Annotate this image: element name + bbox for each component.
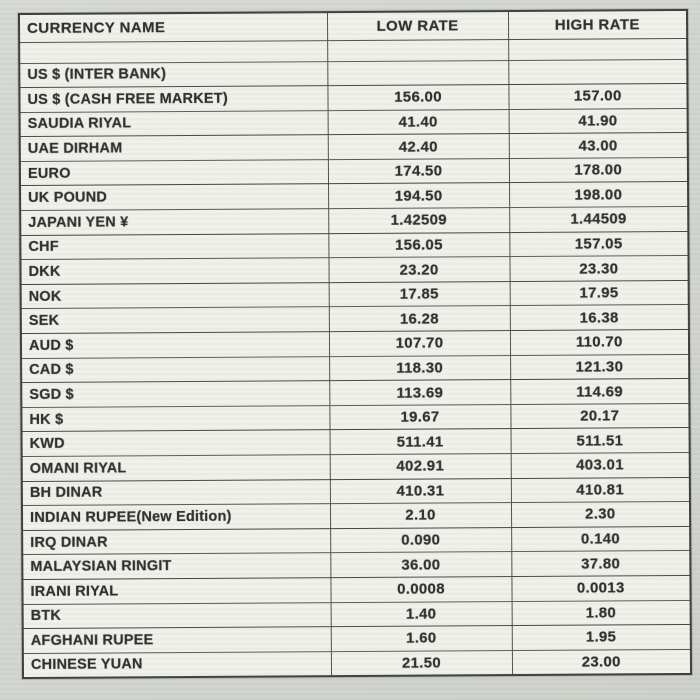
currency-name-cell: BH DINAR	[21, 479, 330, 506]
high-rate-cell: 1.44509	[509, 206, 689, 233]
low-rate-cell: 107.70	[328, 330, 511, 357]
high-rate-cell: 511.51	[510, 427, 690, 454]
low-rate-cell	[327, 39, 509, 62]
low-rate-cell: 21.50	[330, 650, 513, 676]
low-rate-cell: 410.31	[329, 478, 511, 504]
low-rate-cell: 42.40	[327, 133, 509, 160]
currency-name-cell: KWD	[21, 430, 330, 457]
high-rate-cell: 1.80	[511, 600, 691, 626]
currency-name-cell: AUD $	[20, 331, 330, 359]
low-rate-cell: 0.090	[330, 527, 512, 554]
currency-name-cell: CHF	[20, 233, 329, 260]
currency-rate-table: CURRENCY NAME LOW RATE HIGH RATE US $ (I…	[17, 8, 693, 679]
currency-name-cell: BTK	[22, 602, 331, 629]
currency-name-cell: IRANI RIYAL	[22, 577, 331, 605]
column-header-low-rate: LOW RATE	[326, 11, 509, 41]
currency-name-cell: SGD $	[21, 380, 330, 408]
high-rate-cell: 16.38	[509, 304, 689, 331]
high-rate-cell: 121.30	[510, 354, 690, 380]
low-rate-cell: 194.50	[328, 183, 510, 209]
low-rate-cell: 1.60	[330, 625, 512, 652]
currency-name-cell: US $ (INTER BANK)	[19, 61, 328, 88]
low-rate-cell: 23.20	[328, 256, 510, 283]
low-rate-cell: 113.69	[329, 379, 511, 406]
table-row: CHINESE YUAN 21.50 23.00	[22, 649, 692, 678]
high-rate-cell: 0.0013	[511, 575, 691, 602]
low-rate-cell: 0.0008	[330, 576, 512, 603]
high-rate-cell: 110.70	[509, 329, 690, 356]
high-rate-cell: 157.00	[508, 83, 688, 110]
low-rate-cell: 174.50	[327, 158, 510, 185]
currency-name-cell: DKK	[20, 257, 329, 285]
currency-name-cell: CAD $	[21, 356, 330, 383]
low-rate-cell: 2.10	[329, 502, 512, 529]
low-rate-cell: 156.00	[327, 84, 509, 111]
high-rate-cell: 23.00	[511, 649, 692, 675]
currency-name-cell: SAUDIA RIYAL	[19, 110, 328, 137]
currency-name-cell: JAPANI YEN ¥	[20, 208, 329, 236]
header-row: CURRENCY NAME LOW RATE HIGH RATE	[18, 9, 688, 43]
high-rate-cell: 2.30	[510, 501, 691, 528]
low-rate-cell: 118.30	[329, 355, 511, 381]
low-rate-cell: 1.42509	[328, 207, 510, 234]
high-rate-cell: 41.90	[508, 108, 688, 134]
high-rate-cell: 17.95	[509, 280, 689, 306]
column-header-currency-name: CURRENCY NAME	[18, 12, 328, 43]
high-rate-cell: 1.95	[511, 624, 691, 651]
high-rate-cell	[508, 58, 688, 85]
currency-name-cell: HK $	[21, 405, 330, 432]
high-rate-cell: 178.00	[508, 157, 689, 184]
low-rate-cell	[327, 60, 509, 86]
high-rate-cell: 403.01	[510, 452, 690, 479]
currency-name-cell: MALAYSIAN RINGIT	[22, 553, 331, 580]
currency-name-cell: AFGHANI RUPEE	[22, 626, 331, 654]
high-rate-cell: 43.00	[508, 132, 688, 159]
low-rate-cell: 402.91	[329, 453, 511, 480]
high-rate-cell: 157.05	[509, 231, 689, 257]
low-rate-cell: 511.41	[329, 428, 511, 455]
currency-name-cell: INDIAN RUPEE(New Edition)	[21, 503, 331, 531]
currency-name-cell: UAE DIRHAM	[19, 134, 328, 162]
currency-name-cell: UK POUND	[20, 184, 329, 211]
high-rate-cell: 114.69	[510, 378, 690, 405]
currency-name-cell: US $ (CASH FREE MARKET)	[19, 85, 328, 113]
low-rate-cell: 19.67	[329, 404, 511, 431]
high-rate-cell: 20.17	[510, 403, 690, 429]
high-rate-cell: 37.80	[511, 550, 691, 577]
currency-name-cell: IRQ DINAR	[22, 528, 331, 555]
rate-table-body: US $ (INTER BANK) US $ (CASH FREE MARKET)…	[19, 37, 692, 678]
currency-name-cell	[19, 40, 328, 64]
low-rate-cell: 36.00	[330, 551, 512, 578]
high-rate-cell: 198.00	[509, 181, 689, 208]
currency-name-cell: SEK	[20, 307, 329, 334]
low-rate-cell: 156.05	[328, 232, 510, 258]
currency-name-cell: EURO	[19, 159, 329, 187]
column-header-high-rate: HIGH RATE	[507, 9, 688, 40]
low-rate-cell: 41.40	[327, 109, 509, 135]
scanned-rate-sheet: CURRENCY NAME LOW RATE HIGH RATE US $ (I…	[17, 8, 693, 679]
currency-name-cell: NOK	[20, 282, 329, 309]
currency-name-cell: CHINESE YUAN	[22, 651, 332, 678]
high-rate-cell: 0.140	[511, 526, 691, 552]
low-rate-cell: 16.28	[328, 305, 510, 332]
high-rate-cell: 23.30	[509, 255, 689, 282]
table-header: CURRENCY NAME LOW RATE HIGH RATE	[18, 9, 688, 43]
high-rate-cell	[508, 37, 688, 61]
high-rate-cell: 410.81	[510, 477, 690, 503]
low-rate-cell: 17.85	[328, 281, 510, 308]
low-rate-cell: 1.40	[330, 601, 512, 627]
currency-name-cell: OMANI RIYAL	[21, 454, 330, 482]
